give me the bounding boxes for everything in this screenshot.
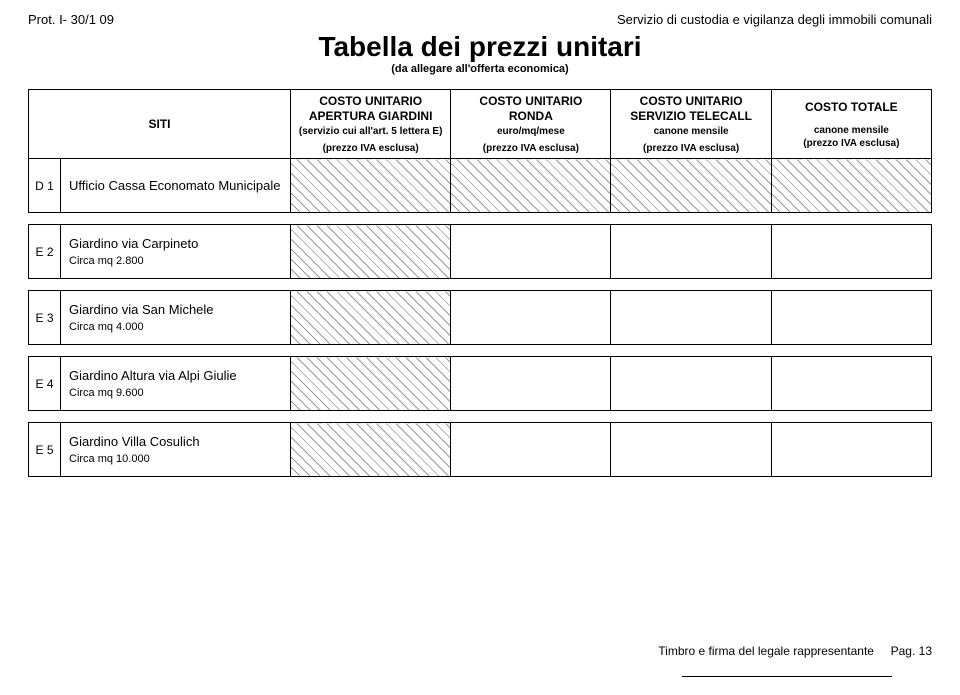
site-area: Circa mq 2.800 [69,255,284,267]
gap-row [29,345,932,357]
table-row: E 3 Giardino via San Michele Circa mq 4.00… [29,291,932,345]
value-cell [451,225,611,279]
footer: Timbro e firma del legale rappresentante… [658,644,932,677]
value-cell [771,291,931,345]
value-cell [291,225,451,279]
col-totale: COSTO TOTALE canone mensile (prezzo IVA … [771,90,931,159]
site-name: Giardino Villa Cosulich [69,434,284,449]
value-cell [611,291,771,345]
page-title: Tabella dei prezzi unitari [28,31,932,63]
site-area: Circa mq 4.000 [69,321,284,333]
value-cell [771,423,931,477]
value-cell [611,159,771,213]
value-cell [611,357,771,411]
service-line: Servizio di custodia e vigilanza degli i… [617,12,932,27]
signature-line [682,676,892,677]
value-cell [451,357,611,411]
site-name: Giardino via Carpineto [69,236,284,251]
table-row: E 2 Giardino via Carpineto Circa mq 2.800 [29,225,932,279]
row-site: Giardino Altura via Alpi Giulie Circa mq … [61,357,291,411]
footer-text: Timbro e firma del legale rappresentante [658,644,874,658]
site-name: Ufficio Cassa Economato Municipale [69,178,284,193]
site-area: Circa mq 10.000 [69,453,284,465]
value-cell [611,225,771,279]
value-cell [611,423,771,477]
table-row: E 4 Giardino Altura via Alpi Giulie Circa … [29,357,932,411]
value-cell [771,159,931,213]
row-site: Giardino Villa Cosulich Circa mq 10.000 [61,423,291,477]
row-id: E 3 [29,291,61,345]
site-area: Circa mq 9.600 [69,387,284,399]
row-id: E 4 [29,357,61,411]
row-site: Ufficio Cassa Economato Municipale [61,159,291,213]
value-cell [291,357,451,411]
col-siti: SITI [29,90,291,159]
value-cell [291,159,451,213]
value-cell [771,357,931,411]
table-header-row: SITI COSTO UNITARIO APERTURA GIARDINI (s… [29,90,932,159]
value-cell [451,291,611,345]
site-name: Giardino Altura via Alpi Giulie [69,368,284,383]
gap-row [29,279,932,291]
page-number: Pag. 13 [891,644,932,658]
col-telecall: COSTO UNITARIO SERVIZIO TELECALL canone … [611,90,771,159]
row-site: Giardino via San Michele Circa mq 4.000 [61,291,291,345]
value-cell [291,291,451,345]
col-apertura: COSTO UNITARIO APERTURA GIARDINI (serviz… [291,90,451,159]
site-name: Giardino via San Michele [69,302,284,317]
value-cell [451,159,611,213]
table-row: E 5 Giardino Villa Cosulich Circa mq 10.00… [29,423,932,477]
doc-ref: Prot. I- 30/1 09 [28,12,114,27]
price-table: SITI COSTO UNITARIO APERTURA GIARDINI (s… [28,89,932,477]
row-id: E 5 [29,423,61,477]
row-id: D 1 [29,159,61,213]
page-subtitle: (da allegare all'offerta economica) [28,63,932,75]
top-bar: Prot. I- 30/1 09 Servizio di custodia e … [28,12,932,27]
value-cell [771,225,931,279]
row-site: Giardino via Carpineto Circa mq 2.800 [61,225,291,279]
value-cell [451,423,611,477]
value-cell [291,423,451,477]
row-id: E 2 [29,225,61,279]
gap-row [29,213,932,225]
table-body: D 1 Ufficio Cassa Economato Municipale E 2… [29,159,932,477]
col-ronda: COSTO UNITARIO RONDA euro/mq/mese (prezz… [451,90,611,159]
gap-row [29,411,932,423]
table-row: D 1 Ufficio Cassa Economato Municipale [29,159,932,213]
col-siti-label: SITI [149,117,171,131]
